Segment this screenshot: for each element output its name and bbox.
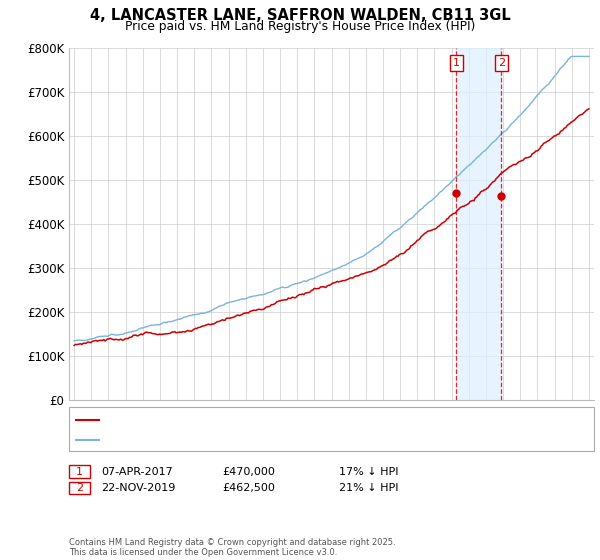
Text: 22-NOV-2019: 22-NOV-2019 <box>101 483 175 493</box>
Text: HPI: Average price, detached house, Uttlesford: HPI: Average price, detached house, Uttl… <box>103 435 337 445</box>
Text: 07-APR-2017: 07-APR-2017 <box>101 466 173 477</box>
Text: Price paid vs. HM Land Registry's House Price Index (HPI): Price paid vs. HM Land Registry's House … <box>125 20 475 33</box>
Text: 21% ↓ HPI: 21% ↓ HPI <box>339 483 398 493</box>
Text: 4, LANCASTER LANE, SAFFRON WALDEN, CB11 3GL (detached house): 4, LANCASTER LANE, SAFFRON WALDEN, CB11 … <box>103 415 450 425</box>
Text: 2: 2 <box>76 483 83 493</box>
Text: 4, LANCASTER LANE, SAFFRON WALDEN, CB11 3GL: 4, LANCASTER LANE, SAFFRON WALDEN, CB11 … <box>89 8 511 24</box>
Text: 1: 1 <box>76 466 83 477</box>
Text: 1: 1 <box>453 58 460 68</box>
Text: £462,500: £462,500 <box>222 483 275 493</box>
Bar <box>456 48 502 400</box>
Text: £470,000: £470,000 <box>222 466 275 477</box>
Text: Contains HM Land Registry data © Crown copyright and database right 2025.
This d: Contains HM Land Registry data © Crown c… <box>69 538 395 557</box>
Text: 2: 2 <box>498 58 505 68</box>
Text: 17% ↓ HPI: 17% ↓ HPI <box>339 466 398 477</box>
